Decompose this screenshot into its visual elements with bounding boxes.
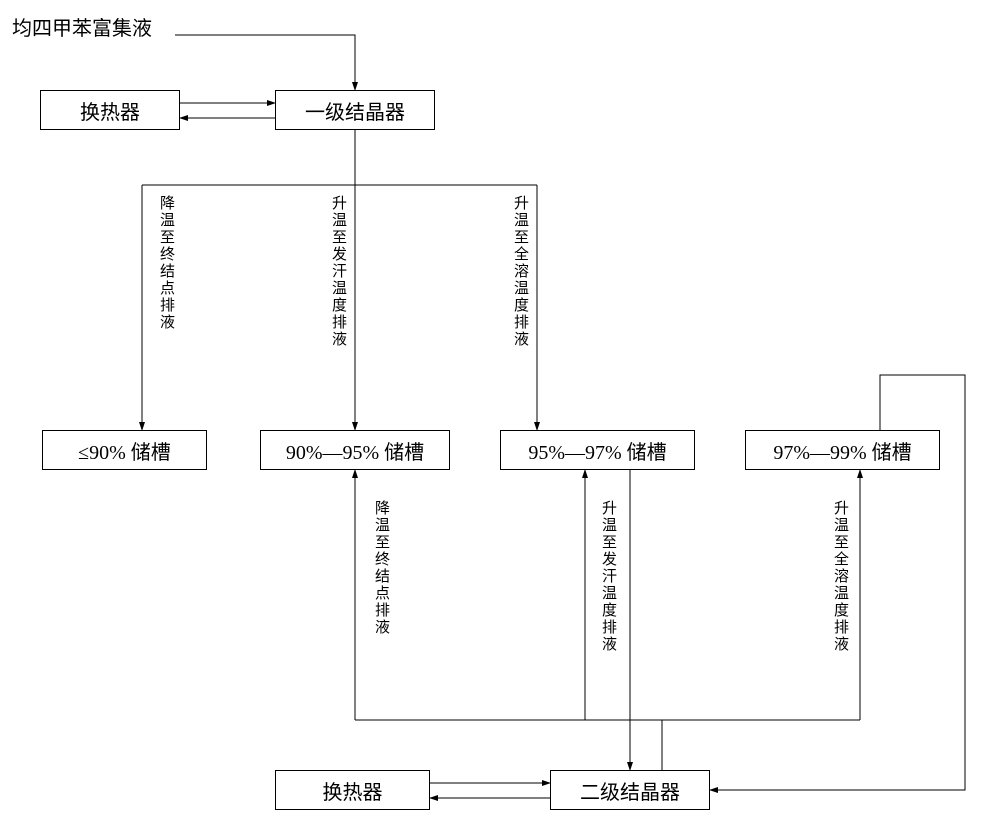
edge-label-heating-dissolve-1: 升温至全溶温度排液	[510, 195, 531, 348]
node-tank-95-97: 95%—97% 储槽	[500, 430, 695, 470]
node-crystallizer-1: 一级结晶器	[275, 90, 435, 130]
edge-label-heating-sweat-2: 升温至发汗温度排液	[598, 500, 619, 653]
diagram-title: 均四甲苯富集液	[12, 12, 152, 41]
edge-label-heating-sweat-1: 升温至发汗温度排液	[328, 195, 349, 348]
edge-label-heating-dissolve-2: 升温至全溶温度排液	[830, 500, 851, 653]
node-tank-90-95: 90%—95% 储槽	[260, 430, 450, 470]
node-crystallizer-2: 二级结晶器	[550, 770, 710, 810]
node-heat-exchanger-2: 换热器	[275, 770, 430, 810]
node-tank-le90: ≤90% 储槽	[42, 430, 207, 470]
node-tank-97-99: 97%—99% 储槽	[745, 430, 940, 470]
node-heat-exchanger-1: 换热器	[40, 90, 180, 130]
edge-label-cooling-endpoint-1: 降温至终结点排液	[156, 195, 177, 331]
edge-label-cooling-endpoint-2: 降温至终结点排液	[371, 500, 392, 636]
